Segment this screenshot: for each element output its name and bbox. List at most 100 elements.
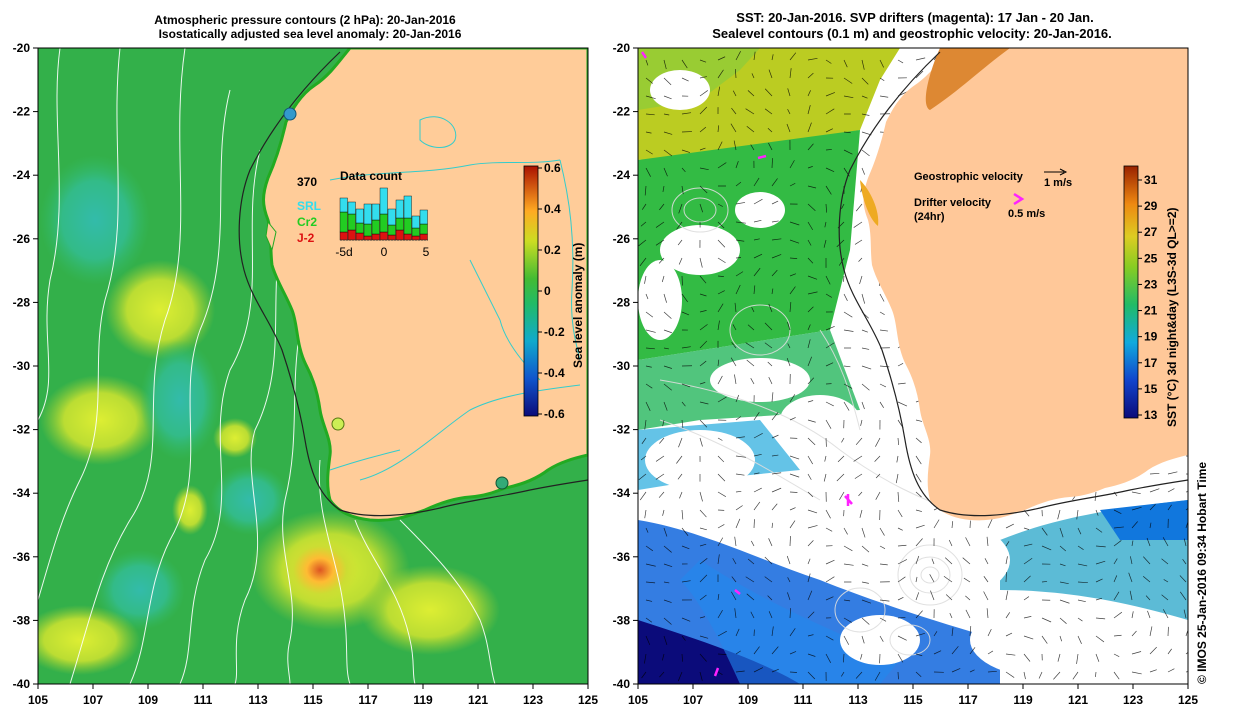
data-count-bar [348, 202, 356, 214]
data-count-bar [396, 200, 404, 218]
data-count-bar [380, 214, 388, 232]
colorbar-tick-label: 21 [1144, 304, 1158, 318]
colorbar-tick-label: 0.4 [544, 202, 561, 216]
y-tick-label: -40 [613, 677, 631, 691]
data-count-title: Data count [340, 169, 402, 183]
sla-colorbar-scale [524, 166, 538, 416]
y-tick-label: -30 [613, 359, 631, 373]
data-count-bar [340, 232, 348, 240]
y-tick-label: -28 [613, 295, 631, 309]
colorbar-tick-label: 17 [1144, 356, 1158, 370]
y-tick-label: -38 [613, 613, 631, 627]
x-tick-label: 121 [1068, 693, 1088, 707]
y-tick-label: -28 [13, 295, 31, 309]
y-tick-label: -24 [13, 168, 31, 182]
data-count-bar [340, 198, 348, 212]
left-y-axis: -20-22-24-26-28-30-32-34-36-38-40 [13, 41, 38, 691]
sla-yellow-region [360, 565, 500, 655]
right-y-axis: -20-22-24-26-28-30-32-34-36-38-40 [613, 41, 638, 691]
x-tick-label: 121 [468, 693, 488, 707]
sla-warm-eddy [282, 536, 358, 604]
drifter-velocity-window: (24hr) [914, 211, 945, 223]
y-tick-label: -24 [613, 168, 631, 182]
data-count-bar [388, 209, 396, 225]
sst-colorbar-label: SST (°C) 3d night&day (L3S-3d QL>=2) [1165, 208, 1179, 428]
x-tick-label: 115 [903, 693, 923, 707]
y-tick-label: -22 [13, 105, 31, 119]
x-tick-label: 111 [194, 693, 213, 707]
x-tick-label: 119 [1013, 693, 1033, 707]
data-count-bar [396, 230, 404, 240]
legend-srl: SRL [297, 199, 321, 213]
sla-yellow-region [172, 485, 208, 535]
data-count-bar [388, 225, 396, 235]
legend-j2: J-2 [297, 231, 315, 245]
imos-credit: © IMOS 25-Jan-2016 09:34 Hobart Time [1195, 462, 1209, 684]
colorbar-tick-label: 23 [1144, 277, 1158, 291]
x-tick-label: 107 [683, 693, 703, 707]
colorbar-tick-label: 0.6 [544, 161, 561, 175]
y-tick-label: -36 [613, 550, 631, 564]
data-count-bar [388, 235, 396, 240]
right-title-line1: SST: 20-Jan-2016. SVP drifters (magenta)… [736, 10, 1093, 25]
sst-map [638, 48, 1196, 684]
y-tick-label: -26 [613, 232, 631, 246]
y-tick-label: -32 [613, 423, 631, 437]
data-count-bar [420, 224, 428, 234]
x-tick-label: 109 [738, 693, 758, 707]
data-count-bar [356, 223, 364, 233]
colorbar-tick-label: -0.2 [544, 325, 565, 339]
colorbar-tick-label: 13 [1144, 408, 1158, 422]
x-tick-label: 123 [1123, 693, 1143, 707]
sla-yellow-region [213, 418, 257, 458]
right-title-line2: Sealevel contours (0.1 m) and geostrophi… [712, 26, 1112, 41]
data-count-bar [348, 214, 356, 230]
x-tick-label: 105 [628, 693, 648, 707]
drifter-velocity-label: Drifter velocity [914, 197, 992, 209]
sla-cyan-region [140, 340, 220, 460]
y-tick-label: -30 [13, 359, 31, 373]
y-tick-label: -40 [13, 677, 31, 691]
x-tick-label: 115 [303, 693, 323, 707]
sst-colorbar-scale [1124, 166, 1138, 418]
data-count-bar [356, 209, 364, 223]
inset-tick: -5d [335, 245, 352, 259]
data-count-bar [396, 218, 404, 230]
tide-gauge-marker [332, 418, 344, 430]
y-tick-label: -20 [13, 41, 31, 55]
y-tick-label: -36 [13, 550, 31, 564]
left-title-line1: Atmospheric pressure contours (2 hPa): 2… [154, 13, 456, 27]
data-count-bar [380, 188, 388, 214]
colorbar-tick-label: 25 [1144, 251, 1158, 265]
data-count-bar [372, 204, 380, 220]
geostrophic-velocity-scale: 1 m/s [1044, 177, 1072, 189]
inset-tick: 0 [381, 245, 388, 259]
y-tick-label: -26 [13, 232, 31, 246]
data-count-bar [420, 234, 428, 240]
x-tick-label: 123 [523, 693, 543, 707]
data-count-bar [348, 230, 356, 240]
colorbar-tick-label: -0.4 [544, 366, 565, 380]
data-count-bar [372, 220, 380, 234]
x-tick-label: 113 [248, 693, 268, 707]
x-tick-label: 119 [413, 693, 433, 707]
colorbar-tick-label: 29 [1144, 199, 1158, 213]
data-count-bar [412, 228, 420, 236]
data-count-bar [372, 234, 380, 240]
colorbar-tick-label: 31 [1144, 173, 1158, 187]
inset-tick: 5 [423, 245, 430, 259]
data-count-bar [340, 212, 348, 232]
y-tick-label: -38 [13, 613, 31, 627]
x-tick-label: 111 [794, 693, 813, 707]
legend-cr2: Cr2 [297, 215, 317, 229]
data-count-bar [420, 210, 428, 224]
colorbar-tick-label: -0.6 [544, 407, 565, 421]
tide-gauge-marker [284, 108, 296, 120]
colorbar-tick-label: 0.2 [544, 243, 561, 257]
tide-gauge-marker [496, 477, 508, 489]
x-tick-label: 105 [28, 693, 48, 707]
data-count-bar [364, 236, 372, 240]
